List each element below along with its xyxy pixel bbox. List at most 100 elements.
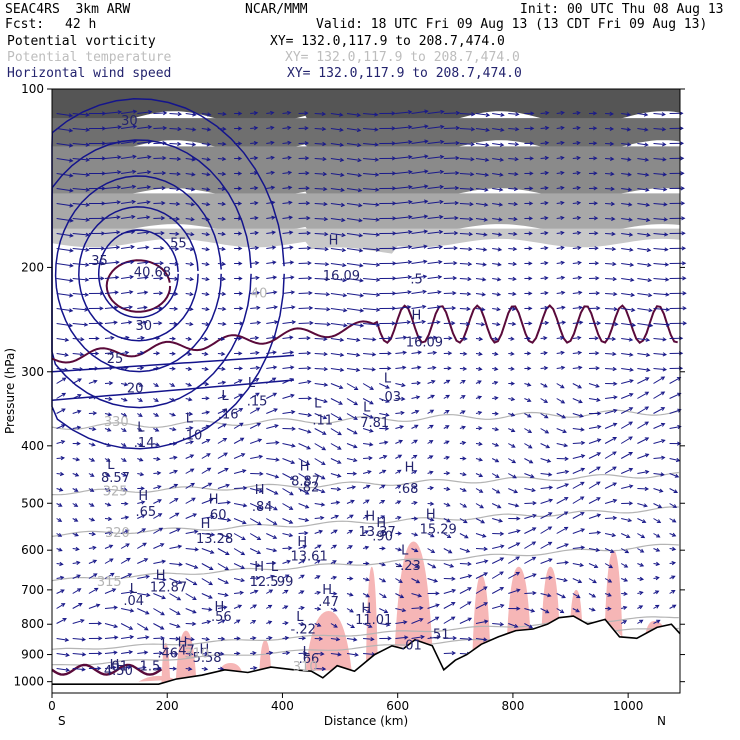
wind-vector (185, 547, 200, 552)
wind-vector (572, 398, 583, 404)
wind-vector-shaft (72, 188, 90, 191)
contour-label: .04 (123, 594, 144, 609)
wind-vector (266, 305, 279, 310)
wind-vector (249, 604, 258, 609)
wind-vector (411, 365, 422, 370)
wind-vector-shaft (88, 533, 96, 535)
wind-vector (653, 407, 666, 414)
wind-vector-shaft (56, 368, 68, 371)
wind-vector (153, 321, 163, 326)
wind-vector-head (188, 397, 193, 402)
wind-vector-shaft (104, 518, 112, 520)
wind-vector-shaft (121, 261, 134, 264)
wind-vector-shaft (56, 408, 66, 414)
wind-vector-shaft (217, 484, 230, 489)
wind-vector (217, 216, 227, 222)
wind-vector (346, 471, 358, 476)
wind-vector (459, 440, 467, 446)
wind-vector-shaft (637, 421, 649, 429)
wind-vector-head (57, 518, 63, 522)
wind-vector-head (142, 665, 147, 670)
wind-vector-head (161, 186, 166, 191)
wind-vector (201, 127, 212, 132)
wind-vector-head (146, 592, 151, 598)
wind-vector-head (174, 498, 179, 502)
wind-vector (282, 559, 291, 564)
wind-vector (459, 601, 472, 609)
x-tick-label: 200 (156, 699, 179, 713)
wind-vector (572, 512, 585, 519)
wind-vector-shaft (443, 616, 455, 624)
wind-vector-shaft (56, 143, 73, 147)
wind-vector (604, 451, 617, 459)
wind-vector-shaft (314, 293, 330, 295)
wind-vector (637, 323, 654, 328)
wind-vector-shaft (169, 188, 180, 190)
wind-vector-head (160, 216, 166, 221)
wind-vector (604, 466, 617, 474)
header-init: Init: 00 UTC Thu 08 Aug 13 (520, 2, 724, 17)
wind-vector-head (122, 412, 128, 417)
wind-vector (572, 467, 586, 474)
wind-vector (411, 380, 422, 386)
wind-vector-head (100, 261, 105, 266)
wind-vector (637, 562, 645, 567)
contour-label: H (426, 507, 436, 522)
wind-vector (88, 411, 98, 416)
wind-vector (669, 111, 684, 116)
wind-vector-head (69, 218, 74, 223)
wind-vector (88, 186, 106, 191)
wind-vector-head (138, 397, 143, 402)
wind-vector-head (221, 291, 227, 297)
wind-vector (282, 290, 296, 295)
wind-vector-shaft (169, 593, 181, 601)
wind-vector-head (171, 397, 176, 402)
wind-vector (669, 546, 677, 551)
wind-vector-shaft (185, 113, 196, 116)
wind-vector-head (193, 564, 199, 569)
wind-vector (72, 367, 84, 372)
wind-vector-head (106, 487, 111, 492)
wind-vector (120, 623, 134, 630)
wind-vector-head (132, 169, 137, 174)
wind-vector-head (107, 412, 113, 417)
wind-vector (524, 261, 533, 266)
wind-vector (508, 366, 515, 371)
wind-vector (298, 275, 313, 281)
wind-vector-head (190, 637, 195, 642)
wind-vector (88, 379, 98, 384)
wind-vector-head (129, 608, 135, 613)
wind-vector (524, 443, 533, 449)
wind-vector (153, 456, 161, 462)
wind-vector-head (130, 260, 135, 265)
wind-vector (363, 455, 373, 461)
wind-vector-head (58, 547, 63, 552)
wind-vector (104, 335, 115, 341)
wind-vector (346, 608, 354, 613)
wind-vector-shaft (217, 501, 231, 504)
wind-vector (201, 532, 216, 537)
wind-vector (653, 455, 666, 460)
wind-vector-shaft (104, 367, 113, 369)
contour-label: .99 (273, 575, 294, 590)
wind-vector-head (113, 305, 119, 310)
wind-vector (104, 200, 122, 205)
wind-vector-shaft (121, 231, 135, 234)
wind-vector (153, 593, 166, 600)
contour-label: .47 (318, 595, 339, 610)
wind-vector (540, 351, 548, 356)
wind-vector (508, 141, 520, 147)
wind-vector (169, 276, 179, 281)
wind-vector-head (69, 278, 74, 283)
wind-vector-shaft (137, 126, 152, 129)
wind-vector (314, 428, 327, 435)
wind-vector-head (85, 142, 91, 147)
wind-vector (459, 548, 471, 553)
wind-vector-shaft (169, 113, 182, 115)
wind-vector-head (187, 382, 193, 387)
wind-vector-head (108, 381, 114, 386)
wind-vector (330, 428, 342, 436)
wind-vector (169, 366, 176, 371)
wind-vector (266, 260, 277, 265)
wind-vector (137, 542, 147, 549)
